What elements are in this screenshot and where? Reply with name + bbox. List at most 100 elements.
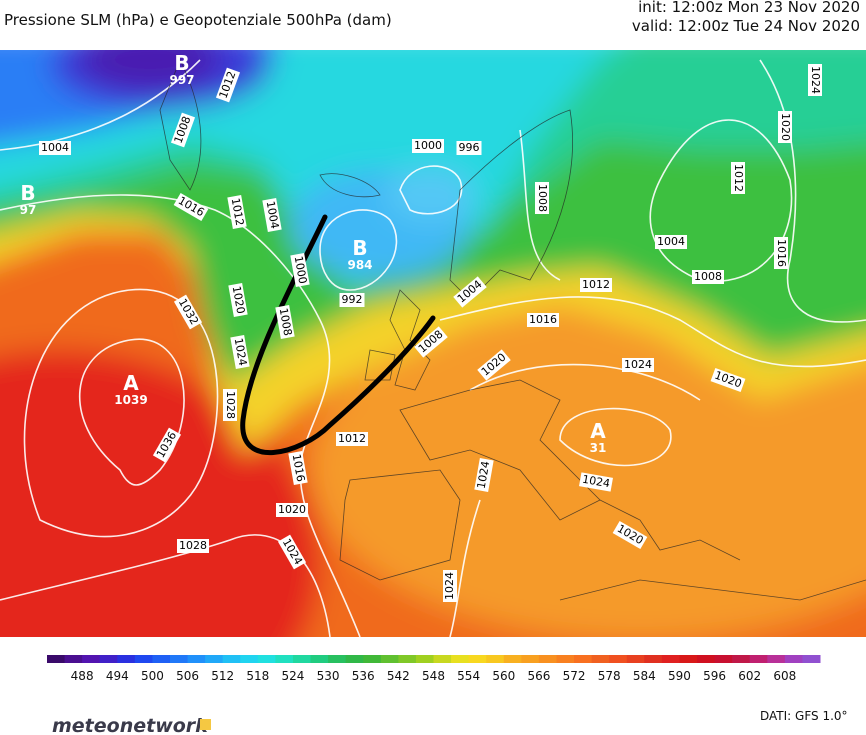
colorbar-label: 608 xyxy=(773,669,796,683)
isobar-label: 1024 xyxy=(443,570,457,602)
isobar-label-box xyxy=(39,141,71,155)
colorbar-label: 548 xyxy=(422,669,445,683)
isobar-label-box xyxy=(227,195,247,229)
isobar-label-box xyxy=(412,139,444,153)
isobar-label-text: 1012 xyxy=(229,197,247,227)
colorbar-swatch xyxy=(732,655,751,663)
isobar-label-text: 1008 xyxy=(694,270,722,283)
isobar-label: 992 xyxy=(339,293,365,307)
colorbar-label: 488 xyxy=(71,669,94,683)
isobar-label-text: 1024 xyxy=(624,358,652,371)
isobar-label-text: 996 xyxy=(459,141,480,154)
colorbar-swatch xyxy=(380,655,399,663)
colorbar-swatch xyxy=(363,655,382,663)
colorbar-label: 518 xyxy=(246,669,269,683)
isobar-label-box xyxy=(808,64,822,96)
colorbar-swatch xyxy=(802,655,821,663)
colorbar-label: 566 xyxy=(527,669,550,683)
colorbar-swatch xyxy=(521,655,540,663)
center-value: 31 xyxy=(590,441,607,455)
isobar-label-text: 1004 xyxy=(41,141,69,154)
center-value: 1039 xyxy=(114,393,147,407)
isobar-label-text: 1012 xyxy=(582,278,610,291)
isobar-labels: 1004 1008 1012 1000 996 1016 1012 1004 1008 1012 1… xyxy=(39,64,822,602)
init-time: init: 12:00z Mon 23 Nov 2020 xyxy=(638,0,860,16)
colorbar-swatch xyxy=(749,655,768,663)
isobar-label-box xyxy=(655,235,687,249)
isobar-label: 1024 xyxy=(230,335,250,369)
isobar-label: 1004 xyxy=(39,141,71,155)
center-value: 97 xyxy=(20,203,37,217)
isobar-label-text: 1024 xyxy=(475,460,493,490)
isobar-label: 1012 xyxy=(227,195,247,229)
isobar-label-box xyxy=(612,520,648,550)
isobar-label-box xyxy=(731,162,745,194)
map-area: 1004 1008 1012 1000 996 1016 1012 1004 1008 1012 1… xyxy=(0,50,866,637)
colorbar-label: 596 xyxy=(703,669,726,683)
colorbar-swatch xyxy=(187,655,206,663)
colorbar-swatch xyxy=(205,655,224,663)
isobar-label: 1024 xyxy=(808,64,822,96)
isobar-label-box xyxy=(177,539,209,553)
isobar-label-box xyxy=(710,367,746,393)
colorbar-swatch xyxy=(415,655,434,663)
isobar-label-box xyxy=(774,237,788,269)
isobar-label-text: 1016 xyxy=(775,239,788,267)
isobar-label-box xyxy=(262,198,282,232)
colorbar-swatch xyxy=(644,655,663,663)
colorbar-swatch xyxy=(47,655,66,663)
center-letter: A xyxy=(123,371,139,395)
isobar-label: 1000 xyxy=(290,253,310,287)
colorbar-swatch xyxy=(609,655,628,663)
colorbar-swatch xyxy=(134,655,153,663)
colorbar-swatch xyxy=(661,655,680,663)
isobar-label-box xyxy=(277,534,307,570)
colorbar-swatch xyxy=(574,655,593,663)
isobar-label-text: 1004 xyxy=(264,200,282,230)
colorbar-swatch xyxy=(310,655,329,663)
isobar-label-box xyxy=(275,305,295,339)
isobar-label: 1008 xyxy=(692,270,724,284)
isobar-label: 1004 xyxy=(655,235,687,249)
colorbar-label: 530 xyxy=(317,669,340,683)
isobar-label-box xyxy=(778,111,792,143)
isobar-label: 1012 xyxy=(336,432,368,446)
isobar-label-box xyxy=(230,335,250,369)
isobar-label-box xyxy=(443,570,457,602)
colorbar-swatch xyxy=(556,655,575,663)
colorbar-swatch xyxy=(767,655,786,663)
colorbar-swatch xyxy=(64,655,83,663)
isobar-label-box xyxy=(579,472,613,492)
colorbar-swatch xyxy=(257,655,276,663)
colorbar-swatch xyxy=(451,655,470,663)
isobar-label-text: 1020 xyxy=(230,285,248,315)
colorbar-swatch xyxy=(328,655,347,663)
colorbar-label: 500 xyxy=(141,669,164,683)
isobar-label-text: 1008 xyxy=(536,184,549,212)
isobar-label: 1008 xyxy=(275,305,295,339)
isobar-label-text: 1028 xyxy=(179,539,207,552)
colorbar-label: 524 xyxy=(282,669,305,683)
isobar-label: 1012 xyxy=(731,162,745,194)
isobar-label: 1008 xyxy=(535,182,549,214)
isobar-label: 1028 xyxy=(177,539,209,553)
isobar-label-box xyxy=(173,192,209,222)
isobar-label: 1024 xyxy=(622,358,654,372)
colorbar-swatch xyxy=(784,655,803,663)
isobar-label-box xyxy=(474,458,494,492)
isobar-label-text: 1024 xyxy=(809,66,822,94)
isobar-label-box xyxy=(622,358,654,372)
isobar-label: 1012 xyxy=(580,278,612,292)
colorbar-label: 560 xyxy=(492,669,515,683)
colorbar-swatch xyxy=(433,655,452,663)
isobar-label-text: 1020 xyxy=(278,503,306,516)
colorbar-swatch xyxy=(468,655,487,663)
isobar-label-text: 1000 xyxy=(414,139,442,152)
isobar-label-box xyxy=(527,313,559,327)
isobar-label-text: 1012 xyxy=(732,164,745,192)
colorbar-swatch xyxy=(626,655,645,663)
valid-time: valid: 12:00z Tue 24 Nov 2020 xyxy=(632,17,860,35)
colorbar-swatch xyxy=(82,655,101,663)
